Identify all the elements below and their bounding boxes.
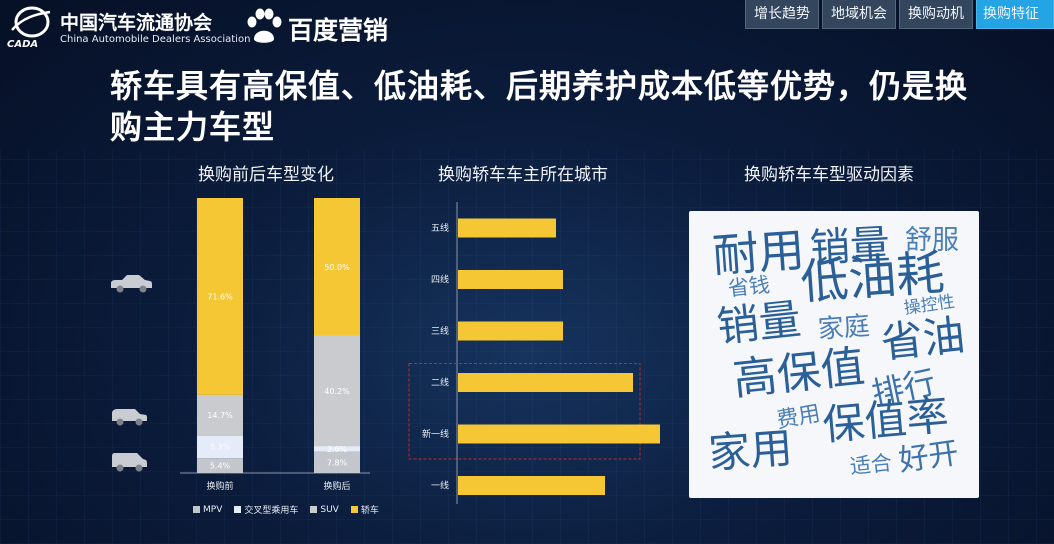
word-cloud-term: 销量 bbox=[714, 294, 804, 352]
word-cloud-term: 好开 bbox=[896, 435, 961, 479]
page-headline: 轿车具有高保值、低油耗、后期养护成本低等优势，仍是换购主力车型 bbox=[110, 67, 969, 146]
segment-data-label: 7.8% bbox=[327, 458, 348, 467]
y-tick-label: 四线 bbox=[431, 274, 449, 286]
legend-item-sedan: 轿车 bbox=[350, 503, 379, 516]
suv-car-icon bbox=[112, 409, 147, 426]
segment-data-label: 50.0% bbox=[324, 263, 350, 272]
stacked-bar-segment bbox=[197, 198, 243, 395]
word-cloud-term: 省钱 bbox=[726, 272, 772, 301]
word-cloud-term: 耐用 bbox=[710, 222, 807, 283]
y-tick-label: 一线 bbox=[431, 480, 449, 492]
legend-label-suv: SUV bbox=[320, 504, 339, 515]
word-cloud-term: 家用 bbox=[706, 423, 794, 478]
legend-swatch-mpv bbox=[193, 506, 200, 513]
legend-swatch-sedan bbox=[350, 506, 358, 513]
segment-data-label: 5.4% bbox=[210, 462, 231, 471]
word-cloud-term: 省油 bbox=[878, 310, 968, 368]
city-tier-bar bbox=[458, 321, 563, 341]
city-tier-bar bbox=[458, 218, 556, 238]
highlight-box bbox=[408, 363, 641, 460]
tab-replacement-motive[interactable]: 换购动机 bbox=[899, 0, 973, 29]
cada-name-en: China Automobile Dealers Association bbox=[60, 34, 251, 45]
x-tick-label-after: 换购后 bbox=[323, 480, 350, 492]
segment-data-label: 8.3% bbox=[210, 443, 231, 452]
tab-growth-trend[interactable]: 增长趋势 bbox=[745, 0, 819, 29]
legend-swatch-crossover bbox=[234, 506, 242, 513]
stacked-bar-segment bbox=[314, 198, 360, 336]
x-tick-label-before: 换购前 bbox=[206, 480, 233, 492]
left-panel-title: 换购前后车型变化 bbox=[198, 165, 334, 185]
word-cloud-term: 舒服 bbox=[905, 225, 959, 256]
stacked-bar-segment bbox=[314, 335, 360, 447]
right-panel-title: 换购轿车车型驱动因素 bbox=[744, 165, 914, 185]
middle-panel-title: 换购轿车车主所在城市 bbox=[438, 165, 608, 185]
city-tier-bar bbox=[458, 476, 605, 495]
section-tabs: 增长趋势 地域机会 换购动机 换购特征 bbox=[745, 0, 1054, 30]
legend-item-suv: SUV bbox=[310, 503, 339, 516]
stacked-bar-segment bbox=[197, 458, 243, 473]
city-tier-bar bbox=[458, 373, 633, 392]
stacked-bar-segment bbox=[314, 451, 360, 473]
city-tier-bar bbox=[458, 424, 660, 444]
stacked-bar-segment bbox=[197, 394, 243, 436]
tab-regional-opportunity[interactable]: 地域机会 bbox=[822, 0, 896, 29]
legend-label-mpv: MPV bbox=[203, 504, 223, 515]
tab-replacement-feature[interactable]: 换购特征 bbox=[976, 0, 1054, 29]
legend-swatch-suv bbox=[310, 506, 318, 513]
stacked-bar-segment bbox=[314, 446, 360, 452]
cada-emblem-text: CADA bbox=[7, 39, 38, 48]
stacked-chart-legend: MPV 交叉型乘用车 SUV 轿车 bbox=[193, 503, 379, 516]
y-tick-label: 三线 bbox=[431, 325, 449, 337]
stacked-bar-segment bbox=[197, 435, 243, 459]
legend-label-sedan: 轿车 bbox=[360, 506, 379, 516]
city-tier-bar bbox=[458, 270, 563, 289]
segment-data-label: 14.7% bbox=[207, 411, 233, 420]
legend-item-crossover: 交叉型乘用车 bbox=[234, 503, 298, 516]
legend-label-crossover: 交叉型乘用车 bbox=[244, 506, 299, 516]
mpv-car-icon bbox=[112, 453, 147, 472]
baidu-brand-text: 百度营销 bbox=[288, 16, 389, 45]
cada-emblem-icon: CADA bbox=[7, 6, 51, 48]
y-tick-label: 五线 bbox=[431, 222, 449, 234]
y-tick-label: 新一线 bbox=[422, 428, 449, 440]
legend-item-mpv: MPV bbox=[193, 503, 222, 516]
sedan-car-icon bbox=[111, 275, 152, 293]
word-cloud-term: 适合 bbox=[848, 450, 894, 479]
cada-name-cn: 中国汽车流通协会 bbox=[60, 12, 213, 34]
word-cloud: 耐用 销量 舒服 省钱 低油耗 操控性 销量 家庭 省油 高保值 排行 费用 保值率 家用 适合 好开 bbox=[689, 211, 979, 498]
segment-data-label: 71.6% bbox=[207, 292, 233, 301]
word-cloud-term: 家庭 bbox=[816, 311, 871, 345]
paw-icon bbox=[247, 8, 282, 43]
word-cloud-term: 高保值 bbox=[730, 341, 868, 406]
y-tick-label: 二线 bbox=[431, 377, 449, 389]
segment-data-label: 2.0% bbox=[327, 445, 348, 454]
stacked-bar-chart: 5.4% 8.3% 14.7% 71.6% 换购前 7.8% 2.0% 40.2% 50.0% 换… bbox=[180, 198, 370, 492]
segment-data-label: 40.2% bbox=[324, 387, 350, 396]
